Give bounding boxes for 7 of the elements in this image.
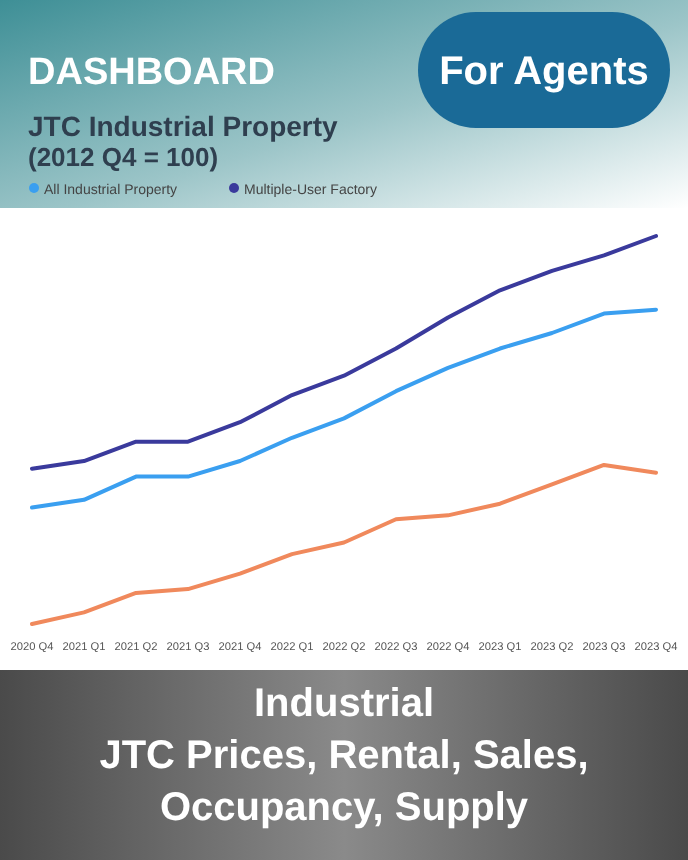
chart-subtitle: (2012 Q4 = 100) bbox=[28, 142, 219, 172]
text: For Agents bbox=[439, 50, 649, 94]
text: Occupancy, Supply bbox=[159, 786, 530, 830]
chart-title: JTC Industrial Property bbox=[28, 110, 339, 142]
text: Industrial bbox=[253, 682, 435, 726]
text: DASHBOARD bbox=[28, 52, 275, 94]
text: JTC Prices, Rental, Sales, bbox=[99, 734, 589, 778]
